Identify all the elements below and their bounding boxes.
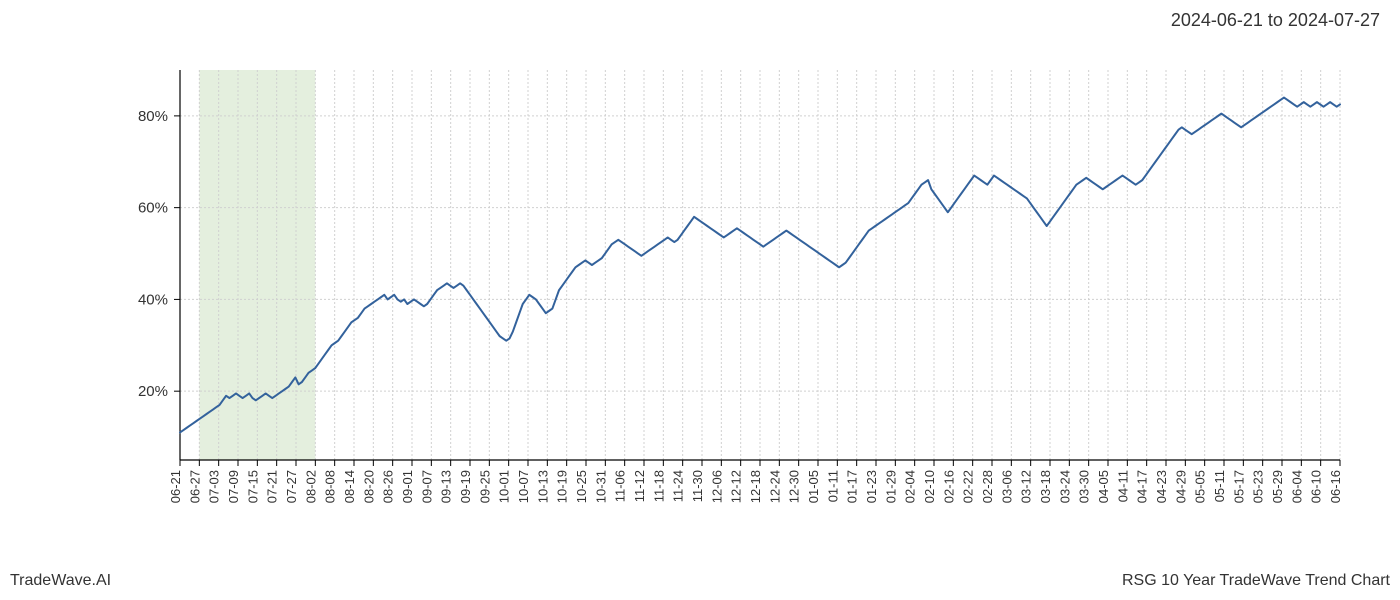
svg-text:02-04: 02-04 xyxy=(903,470,918,503)
date-range-label: 2024-06-21 to 2024-07-27 xyxy=(1171,10,1380,31)
svg-text:07-21: 07-21 xyxy=(265,470,280,503)
svg-text:05-17: 05-17 xyxy=(1231,470,1246,503)
svg-text:03-18: 03-18 xyxy=(1038,470,1053,503)
svg-text:80%: 80% xyxy=(138,108,168,125)
svg-text:06-21: 06-21 xyxy=(168,470,183,503)
svg-text:60%: 60% xyxy=(138,200,168,217)
svg-text:01-05: 01-05 xyxy=(806,470,821,503)
svg-text:04-29: 04-29 xyxy=(1173,470,1188,503)
svg-text:12-06: 12-06 xyxy=(709,470,724,503)
svg-text:07-09: 07-09 xyxy=(226,470,241,503)
svg-text:01-17: 01-17 xyxy=(845,470,860,503)
svg-text:02-10: 02-10 xyxy=(922,470,937,503)
svg-text:10-31: 10-31 xyxy=(593,470,608,503)
svg-text:05-11: 05-11 xyxy=(1212,470,1227,502)
svg-text:01-11: 01-11 xyxy=(825,470,840,502)
svg-text:12-30: 12-30 xyxy=(787,470,802,503)
svg-text:03-30: 03-30 xyxy=(1077,470,1092,503)
svg-text:09-19: 09-19 xyxy=(458,470,473,503)
svg-text:10-19: 10-19 xyxy=(555,470,570,503)
svg-text:08-08: 08-08 xyxy=(323,470,338,503)
svg-text:07-15: 07-15 xyxy=(245,470,260,503)
svg-text:05-05: 05-05 xyxy=(1193,470,1208,503)
svg-text:06-16: 06-16 xyxy=(1328,470,1343,503)
svg-text:06-04: 06-04 xyxy=(1289,470,1304,503)
svg-text:05-23: 05-23 xyxy=(1251,470,1266,503)
svg-text:06-27: 06-27 xyxy=(187,470,202,503)
svg-text:20%: 20% xyxy=(138,383,168,400)
svg-text:01-29: 01-29 xyxy=(883,470,898,503)
svg-text:02-16: 02-16 xyxy=(941,470,956,503)
svg-text:11-24: 11-24 xyxy=(671,470,686,502)
svg-text:04-23: 04-23 xyxy=(1154,470,1169,503)
svg-text:06-10: 06-10 xyxy=(1309,470,1324,503)
svg-text:08-26: 08-26 xyxy=(381,470,396,503)
svg-text:01-23: 01-23 xyxy=(864,470,879,503)
svg-text:02-28: 02-28 xyxy=(980,470,995,503)
svg-text:04-05: 04-05 xyxy=(1096,470,1111,503)
svg-text:10-01: 10-01 xyxy=(497,470,512,503)
svg-text:10-25: 10-25 xyxy=(574,470,589,503)
svg-text:12-18: 12-18 xyxy=(748,470,763,503)
svg-text:07-03: 07-03 xyxy=(207,470,222,503)
svg-text:11-18: 11-18 xyxy=(651,470,666,502)
svg-text:05-29: 05-29 xyxy=(1270,470,1285,503)
svg-text:12-24: 12-24 xyxy=(767,470,782,503)
svg-text:11-30: 11-30 xyxy=(690,470,705,502)
svg-text:07-27: 07-27 xyxy=(284,470,299,503)
svg-text:04-11: 04-11 xyxy=(1115,470,1130,502)
svg-text:10-07: 10-07 xyxy=(516,470,531,503)
svg-text:09-25: 09-25 xyxy=(477,470,492,503)
svg-text:11-06: 11-06 xyxy=(613,470,628,502)
svg-text:09-13: 09-13 xyxy=(439,470,454,503)
svg-text:08-14: 08-14 xyxy=(342,470,357,503)
svg-text:02-22: 02-22 xyxy=(961,470,976,503)
svg-text:11-12: 11-12 xyxy=(632,470,647,502)
trend-chart: 20% 40% 60% 80% 06-21 06-27 07-03 07-09 07-15 07-… xyxy=(0,50,1400,530)
svg-text:03-06: 03-06 xyxy=(999,470,1014,503)
svg-text:08-20: 08-20 xyxy=(361,470,376,503)
svg-text:03-12: 03-12 xyxy=(1019,470,1034,503)
svg-text:04-17: 04-17 xyxy=(1135,470,1150,503)
footer-brand: TradeWave.AI xyxy=(10,572,111,590)
svg-text:09-01: 09-01 xyxy=(400,470,415,503)
chart-title: RSG 10 Year TradeWave Trend Chart xyxy=(1122,572,1390,590)
svg-text:08-02: 08-02 xyxy=(303,470,318,503)
svg-text:40%: 40% xyxy=(138,291,168,308)
svg-text:03-24: 03-24 xyxy=(1057,470,1072,503)
svg-text:10-13: 10-13 xyxy=(535,470,550,503)
svg-text:12-12: 12-12 xyxy=(729,470,744,503)
svg-text:09-07: 09-07 xyxy=(419,470,434,503)
